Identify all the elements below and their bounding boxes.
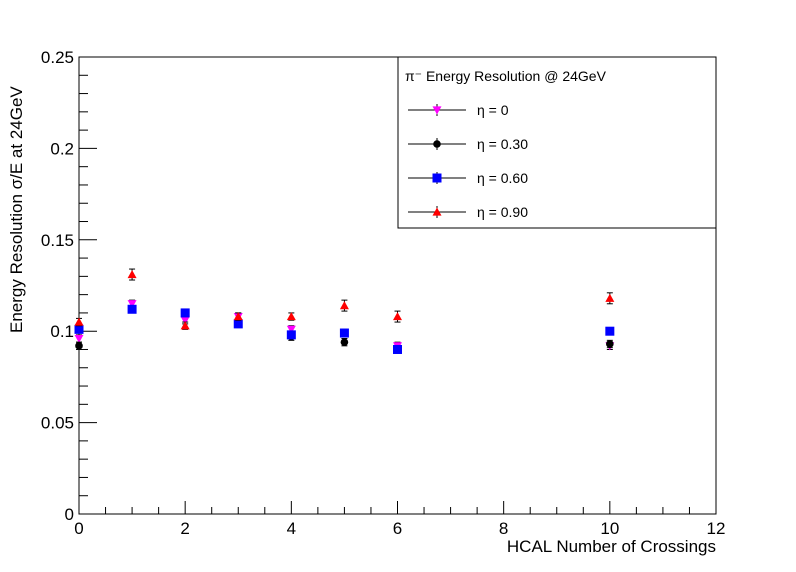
legend-box <box>397 56 717 229</box>
data-point <box>74 317 84 326</box>
legend-label: η = 0.90 <box>477 204 528 220</box>
data-point <box>180 308 190 318</box>
legend-label: η = 0 <box>477 102 509 118</box>
data-point <box>127 270 137 279</box>
legend-entry: η = 0 <box>408 102 509 118</box>
major-ticks <box>78 56 717 515</box>
x-tick-label: 6 <box>393 519 402 538</box>
x-tick-label: 8 <box>499 519 508 538</box>
x-tick-labels: 0 2 4 6 8 10 12 <box>74 519 725 538</box>
y-tick-label: 0.25 <box>41 48 74 67</box>
minor-ticks <box>79 74 690 514</box>
legend-entry: η = 0.30 <box>408 136 528 152</box>
data-point <box>606 340 614 348</box>
y-tick-label: 0.2 <box>50 139 74 158</box>
legend-marker <box>432 207 442 216</box>
series-2 <box>74 304 615 354</box>
y-tick-labels: 0 0.05 0.1 0.15 0.2 0.25 <box>41 48 74 524</box>
data-points <box>74 268 615 354</box>
x-tick-label: 0 <box>74 519 83 538</box>
legend-title: π⁻ Energy Resolution @ 24GeV <box>405 68 607 84</box>
legend-entries: η = 0 η = 0.30 η = 0.60 η = 0.90 <box>408 102 528 220</box>
data-point <box>605 293 615 302</box>
x-tick-label: 4 <box>287 519 296 538</box>
data-point <box>75 342 83 350</box>
y-tick-label: 0.05 <box>41 414 74 433</box>
x-tick-label: 2 <box>180 519 189 538</box>
data-point <box>340 338 349 346</box>
data-point <box>233 319 243 329</box>
data-point <box>339 301 349 310</box>
legend-marker <box>433 140 441 148</box>
data-point <box>127 300 137 309</box>
data-point <box>180 316 190 325</box>
series-3 <box>74 268 615 330</box>
legend-marker <box>432 173 442 183</box>
x-axis-title: HCAL Number of Crossings <box>507 537 716 556</box>
y-tick-label: 0.15 <box>41 231 74 250</box>
x-tick-label: 10 <box>600 519 619 538</box>
legend-entry: η = 0.90 <box>408 204 528 220</box>
legend-label: η = 0.60 <box>477 170 528 186</box>
y-axis-title: Energy Resolution σ/E at 24GeV <box>7 86 26 333</box>
data-point <box>286 312 296 321</box>
data-point <box>286 330 296 340</box>
data-point <box>393 344 402 354</box>
data-point <box>127 304 137 314</box>
legend-entry: η = 0.60 <box>408 170 528 186</box>
legend-label: η = 0.30 <box>477 136 528 152</box>
legend: π⁻ Energy Resolution @ 24GeV η = 0 η = 0.… <box>397 56 717 229</box>
data-point <box>286 325 296 334</box>
data-point <box>339 328 349 338</box>
data-point <box>74 334 84 344</box>
legend-marker <box>432 106 442 115</box>
y-tick-label: 0.1 <box>50 322 74 341</box>
y-tick-label: 0 <box>65 505 74 524</box>
data-point <box>605 326 615 336</box>
data-point <box>233 312 243 321</box>
data-point <box>180 321 190 330</box>
data-point <box>74 324 84 334</box>
x-tick-label: 12 <box>707 519 726 538</box>
data-point <box>393 312 402 321</box>
